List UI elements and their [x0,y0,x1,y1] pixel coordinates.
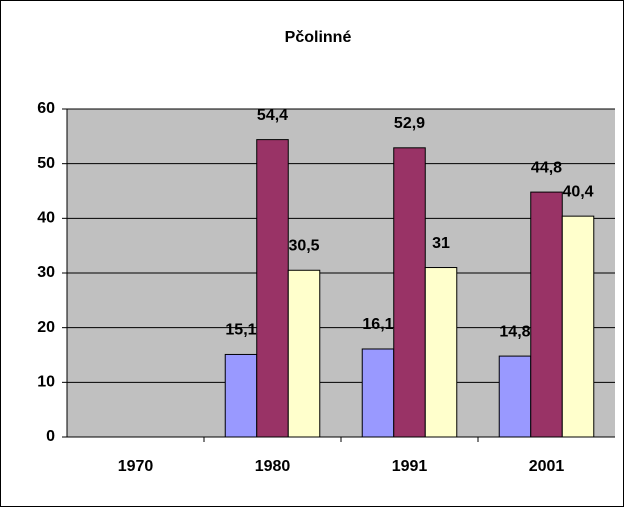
x-tick-label: 1970 [118,458,154,475]
y-tick-label: 30 [37,264,55,281]
bar [224,353,258,438]
data-label: 40,4 [562,183,593,200]
x-tick-label: 2001 [529,458,565,475]
data-label: 14,8 [499,323,530,340]
data-label: 54,4 [257,107,288,124]
data-label: 30,5 [288,237,319,254]
data-label: 15,1 [225,322,256,339]
x-tick-label: 1980 [255,458,291,475]
bar [361,348,395,438]
y-tick-label: 20 [37,319,55,336]
bar [424,267,458,438]
x-tick-label: 1991 [392,458,428,475]
data-label: 44,8 [531,159,562,176]
bar [393,147,426,438]
y-tick-label: 40 [37,210,55,227]
y-tick-label: 10 [37,374,55,391]
bar [561,215,595,438]
data-label: 16,1 [362,316,393,333]
chart-title: Pčolinné [285,29,352,46]
data-label: 52,9 [394,115,425,132]
bar [498,355,532,438]
bar [287,269,321,438]
y-tick-label: 60 [37,100,55,117]
y-tick-label: 0 [46,428,55,445]
bar [530,191,563,438]
data-label: 31 [432,235,450,252]
bar [256,139,289,438]
y-tick-label: 50 [37,155,55,172]
